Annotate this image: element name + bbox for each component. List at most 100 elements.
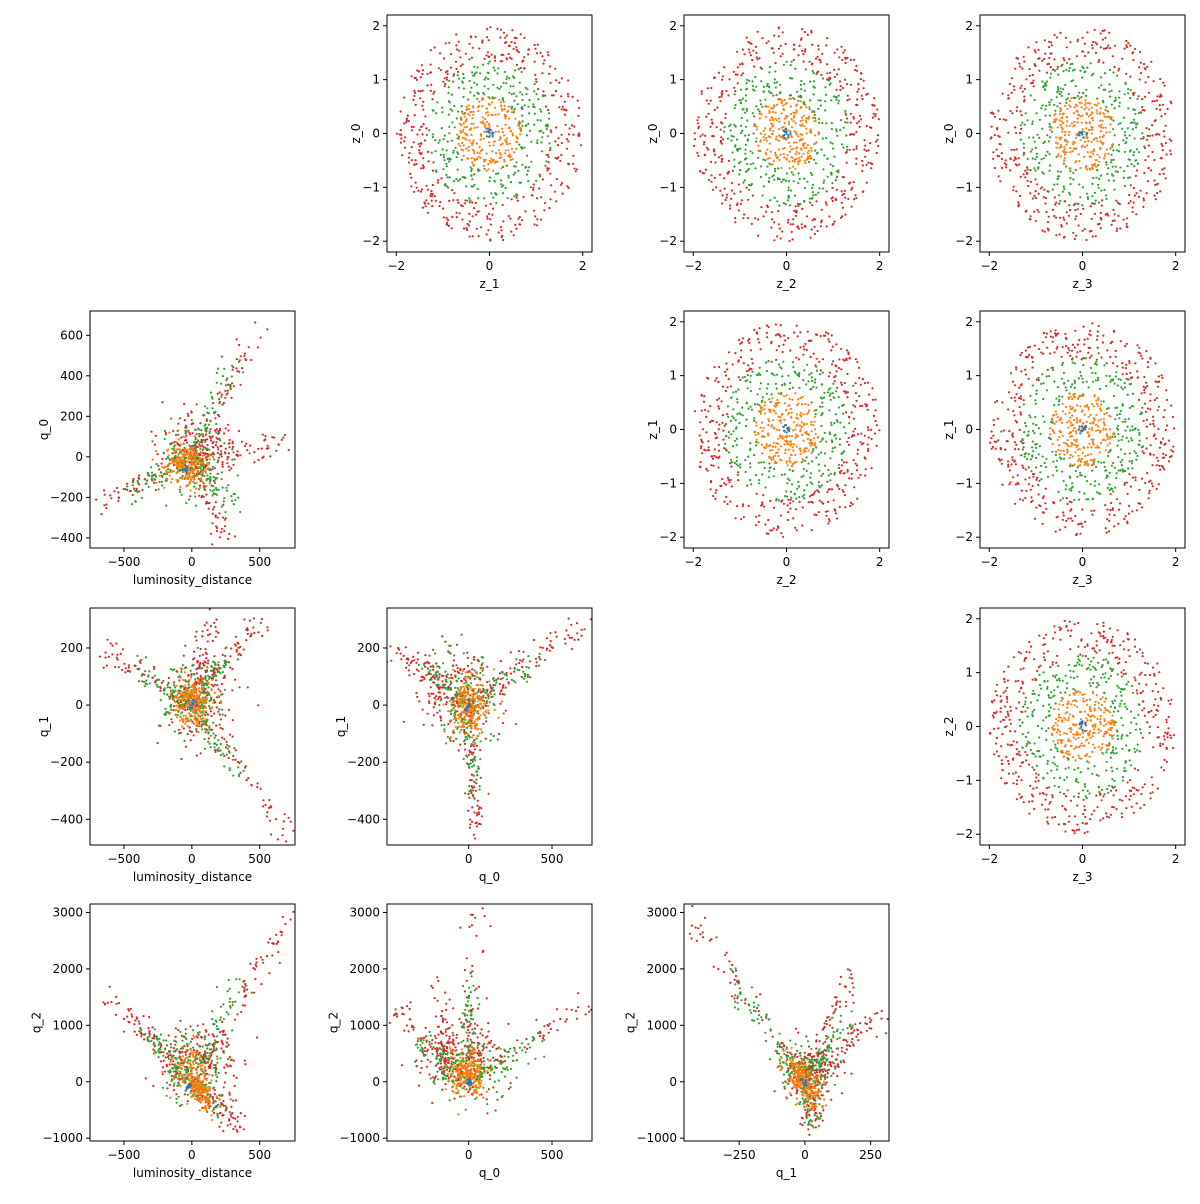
- scatter-point: [798, 496, 800, 498]
- scatter-point: [1063, 163, 1065, 165]
- scatter-point: [269, 455, 271, 457]
- scatter-point: [844, 432, 846, 434]
- scatter-point: [517, 103, 519, 105]
- scatter-point: [1106, 213, 1108, 215]
- scatter-point: [182, 475, 184, 477]
- scatter-point: [838, 406, 840, 408]
- scatter-point: [1031, 148, 1033, 150]
- scatter-point: [834, 434, 836, 436]
- scatter-point: [795, 508, 797, 510]
- scatter-point: [225, 394, 227, 396]
- y-axis-label: z_0: [942, 124, 956, 144]
- scatter-point: [1132, 211, 1134, 213]
- scatter-point: [765, 486, 767, 488]
- scatter-point: [484, 78, 486, 80]
- scatter-point: [465, 118, 467, 120]
- scatter-point: [1049, 164, 1051, 166]
- scatter-point: [743, 362, 745, 364]
- scatter-point: [478, 101, 480, 103]
- scatter-point: [521, 106, 523, 108]
- scatter-point: [785, 43, 787, 45]
- scatter-point: [434, 195, 436, 197]
- scatter-point: [231, 500, 233, 502]
- scatter-point: [814, 218, 816, 220]
- scatter-point: [854, 194, 856, 196]
- scatter-point: [508, 77, 510, 79]
- scatter-point: [817, 192, 819, 194]
- scatter-point: [183, 443, 185, 445]
- scatter-point: [1098, 187, 1100, 189]
- scatter-point: [1059, 233, 1061, 235]
- scatter-point: [811, 204, 813, 206]
- scatter-point: [519, 223, 521, 225]
- x-tick-label: 500: [248, 555, 271, 569]
- scatter-point: [804, 343, 806, 345]
- scatter-point: [464, 202, 466, 204]
- axes-frame: [684, 311, 889, 548]
- scatter-point: [457, 143, 459, 145]
- scatter-point: [1151, 151, 1153, 153]
- scatter-point: [807, 331, 809, 333]
- scatter-point: [811, 442, 813, 444]
- scatter-point: [1005, 119, 1007, 121]
- scatter-point: [446, 217, 448, 219]
- scatter-point: [176, 479, 178, 481]
- scatter-point: [401, 154, 403, 156]
- scatter-point: [175, 434, 177, 436]
- scatter-point: [873, 113, 875, 115]
- scatter-point: [189, 448, 191, 450]
- scatter-point: [1115, 166, 1117, 168]
- scatter-point: [761, 106, 763, 108]
- scatter-point: [840, 119, 842, 121]
- scatter-point: [491, 101, 493, 103]
- scatter-point: [799, 501, 801, 503]
- scatter-point: [790, 497, 792, 499]
- scatter-point: [820, 61, 822, 63]
- scatter-point: [758, 515, 760, 517]
- scatter-point: [827, 489, 829, 491]
- scatter-point: [745, 144, 747, 146]
- scatter-point: [811, 174, 813, 176]
- scatter-point: [1133, 119, 1135, 121]
- scatter-point: [806, 423, 808, 425]
- scatter-point: [835, 99, 837, 101]
- scatter-point: [812, 450, 814, 452]
- scatter-point: [547, 51, 549, 53]
- scatter-point: [430, 49, 432, 51]
- scatter-point: [1002, 93, 1004, 95]
- scatter-point: [533, 210, 535, 212]
- scatter-point: [146, 479, 148, 481]
- scatter-point: [814, 378, 816, 380]
- scatter-point: [468, 197, 470, 199]
- scatter-point: [742, 182, 744, 184]
- scatter-point: [697, 155, 699, 157]
- scatter-point: [505, 78, 507, 80]
- scatter-point: [1135, 192, 1137, 194]
- scatter-point: [1139, 190, 1141, 192]
- scatter-point: [759, 141, 761, 143]
- scatter-point: [773, 428, 775, 430]
- scatter-point: [1066, 108, 1068, 110]
- scatter-point: [1004, 162, 1006, 164]
- scatter-point: [485, 54, 487, 56]
- scatter-point: [515, 148, 517, 150]
- scatter-point: [755, 444, 757, 446]
- scatter-point: [468, 104, 470, 106]
- scatter-point: [1129, 97, 1131, 99]
- scatter-point: [500, 86, 502, 88]
- scatter-point: [228, 452, 230, 454]
- scatter-point: [473, 158, 475, 160]
- scatter-point: [785, 128, 787, 130]
- scatter-point: [790, 408, 792, 410]
- scatter-point: [795, 141, 797, 143]
- scatter-point: [177, 423, 179, 425]
- scatter-point: [748, 184, 750, 186]
- scatter-point: [1103, 29, 1105, 31]
- scatter-point: [760, 165, 762, 167]
- scatter-point: [773, 221, 775, 223]
- scatter-point: [212, 513, 214, 515]
- scatter-point: [511, 108, 513, 110]
- scatter-point: [818, 453, 820, 455]
- scatter-point: [1059, 200, 1061, 202]
- scatter-point: [1086, 132, 1088, 134]
